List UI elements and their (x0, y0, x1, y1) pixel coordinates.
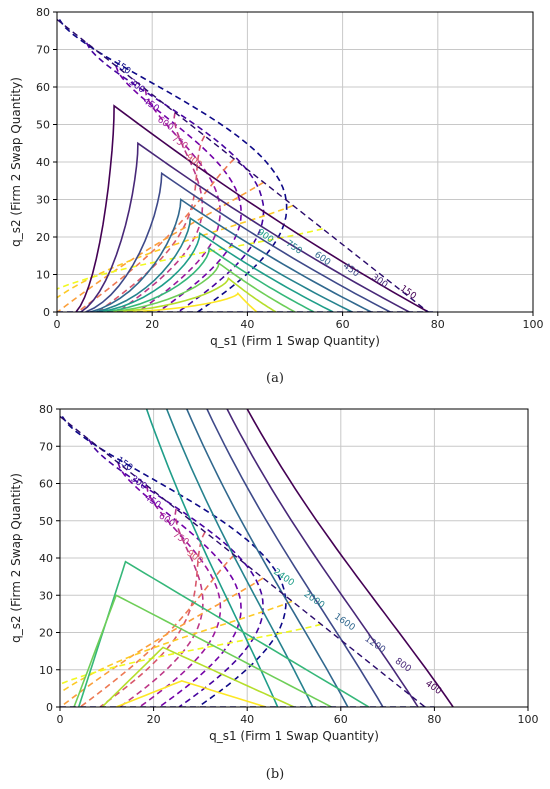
solid-contour-label: 600 (312, 250, 332, 268)
dashed-contour (60, 623, 322, 686)
dashed-contour-label: 900 (185, 549, 205, 567)
feasible-boundary (60, 415, 426, 707)
solid-contour-label: 150 (398, 284, 418, 302)
x-tick-label: 20 (145, 318, 159, 331)
x-tick-label: 60 (336, 318, 350, 331)
dashed-contour (115, 65, 243, 312)
x-tick-label: 40 (240, 713, 254, 726)
y-tick-label: 70 (36, 44, 50, 57)
x-axis-label: q_s1 (Firm 1 Swap Quantity) (209, 729, 379, 743)
dashed-contour (117, 462, 242, 707)
solid-contour (85, 171, 391, 312)
solid-contour (94, 216, 353, 312)
solid-contour (145, 409, 279, 707)
y-tick-label: 40 (39, 552, 53, 565)
x-tick-label: 40 (240, 318, 254, 331)
solid-contour (99, 231, 334, 312)
x-tick-label: 80 (431, 318, 445, 331)
dashed-contour (58, 19, 288, 312)
dashed-contour (57, 204, 294, 299)
solid-contour (90, 198, 372, 312)
y-tick-label: 30 (36, 194, 50, 207)
y-axis-label: q_s2 (Firm 2 Swap Quantity) (9, 473, 23, 643)
solid-contour (186, 409, 349, 707)
dashed-contour (61, 415, 287, 707)
dashed-contour (137, 89, 222, 312)
y-tick-label: 60 (36, 81, 50, 94)
solid-contour-label: 2400 (271, 567, 296, 588)
solid-contour (226, 409, 419, 707)
dashed-contour-label: 600 (157, 511, 177, 529)
x-tick-label: 20 (147, 713, 161, 726)
x-tick-label: 60 (334, 713, 348, 726)
dashed-contour-label: 150 (112, 59, 132, 77)
dashed-contour-label: 750 (171, 530, 191, 548)
x-tick-label: 100 (523, 318, 544, 331)
y-tick-label: 20 (36, 231, 50, 244)
y-tick-label: 70 (39, 440, 53, 453)
dashed-contour (97, 135, 206, 312)
solid-contour (115, 680, 267, 707)
solid-contour (77, 560, 370, 707)
x-tick-label: 80 (427, 713, 441, 726)
solid-contour (73, 594, 332, 707)
y-tick-label: 80 (39, 403, 53, 416)
y-tick-label: 10 (39, 664, 53, 677)
plot-area (60, 409, 454, 707)
dashed-contour (99, 531, 206, 707)
dashed-contour (85, 42, 265, 312)
solid-contour-label: 1200 (362, 634, 387, 655)
solid-contour-label: 2000 (302, 590, 327, 611)
solid-contour (75, 104, 429, 312)
dashed-contour (60, 600, 293, 694)
dashed-contour (88, 439, 264, 707)
y-tick-label: 0 (43, 306, 50, 319)
y-tick-label: 80 (36, 6, 50, 19)
panel-caption: (b) (266, 767, 284, 782)
solid-contour-label: 400 (423, 679, 443, 697)
y-tick-label: 60 (39, 478, 53, 491)
dashed-contour-label: 150 (114, 455, 134, 473)
solid-contour (80, 141, 410, 312)
panel-caption: (a) (266, 371, 284, 386)
feasible-boundary (57, 18, 429, 312)
y-axis-label: q_s2 (Firm 2 Swap Quantity) (9, 77, 23, 247)
solid-contour (114, 277, 277, 312)
y-tick-label: 50 (36, 119, 50, 132)
plot-area (57, 18, 438, 312)
solid-contour (206, 409, 384, 707)
dashed-contour (139, 485, 222, 707)
y-tick-label: 0 (46, 701, 53, 714)
y-tick-label: 20 (39, 627, 53, 640)
solid-contour (109, 261, 296, 312)
solid-contour (123, 291, 258, 312)
x-tick-label: 100 (518, 713, 539, 726)
x-tick-label: 0 (57, 713, 64, 726)
y-tick-label: 40 (36, 156, 50, 169)
solid-contour (104, 246, 315, 312)
solid-contour (246, 409, 454, 707)
y-tick-label: 10 (36, 269, 50, 282)
solid-contour (101, 646, 295, 707)
panel-b: 1503004506007509004008001200160020002400… (9, 403, 539, 782)
y-tick-label: 30 (39, 589, 53, 602)
dashed-contour (117, 112, 204, 312)
y-tick-label: 50 (39, 515, 53, 528)
solid-contour-label: 900 (255, 228, 275, 246)
dashed-contour (79, 554, 235, 707)
x-axis-label: q_s1 (Firm 1 Swap Quantity) (210, 334, 380, 348)
dashed-contour (77, 158, 235, 312)
x-tick-label: 0 (54, 318, 61, 331)
